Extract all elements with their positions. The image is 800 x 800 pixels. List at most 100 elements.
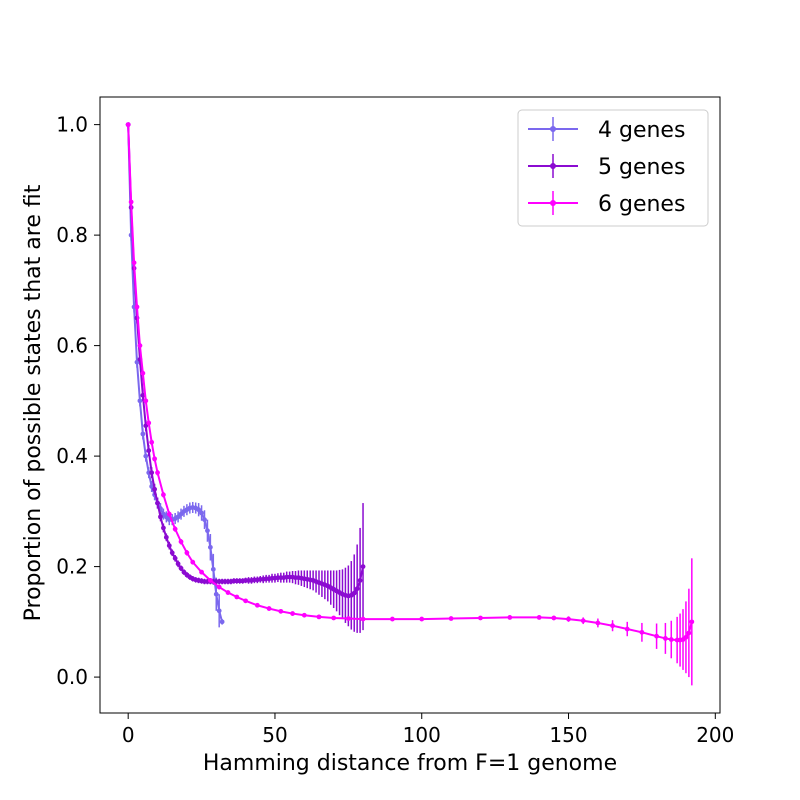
plot-area: [99, 96, 721, 714]
data-point: [158, 514, 163, 520]
data-point: [190, 559, 196, 565]
y-tick-label: 0.8: [56, 223, 88, 247]
data-point: [448, 616, 454, 621]
data-point: [225, 590, 231, 595]
data-point: [163, 534, 169, 540]
data-point: [213, 591, 219, 597]
data-point: [137, 398, 143, 404]
y-axis-ticks: 0.0 0.2 0.4 0.6 0.8 1.0: [56, 113, 100, 689]
x-tick-label: 150: [549, 723, 587, 747]
data-point: [566, 616, 571, 622]
series-2: [125, 122, 366, 633]
x-tick-label: 50: [262, 723, 287, 747]
data-point: [686, 630, 692, 636]
data-point: [316, 614, 322, 620]
legend-label: 6 genes: [598, 192, 685, 217]
data-point: [161, 492, 166, 498]
data-point: [155, 470, 160, 476]
data-point: [278, 608, 284, 614]
data-point: [140, 370, 146, 376]
data-point: [178, 539, 184, 545]
data-point: [216, 608, 222, 614]
data-point: [155, 500, 160, 506]
data-point: [199, 510, 204, 516]
data-point: [683, 634, 689, 640]
legend-marker: [550, 200, 556, 206]
data-point: [210, 566, 216, 572]
data-point: [354, 586, 360, 592]
data-point: [389, 616, 395, 622]
data-point: [351, 590, 357, 596]
data-point: [128, 199, 134, 205]
data-point: [175, 561, 181, 567]
legend-marker: [550, 126, 556, 132]
data-point: [610, 623, 615, 629]
data-point: [205, 528, 210, 534]
data-point: [172, 555, 178, 561]
legend-label: 5 genes: [598, 155, 685, 180]
data-point: [668, 637, 674, 642]
data-point: [137, 343, 143, 349]
data-point: [125, 122, 131, 128]
y-axis-label: Proportion of possible states that are f…: [21, 184, 46, 621]
data-point: [254, 602, 260, 608]
data-point: [624, 626, 630, 632]
y-tick-label: 1.0: [56, 113, 88, 137]
x-tick-label: 0: [122, 723, 135, 747]
data-point: [654, 633, 659, 639]
data-point: [166, 511, 172, 517]
data-point: [134, 304, 140, 310]
data-point: [166, 543, 172, 549]
data-point: [207, 578, 213, 583]
y-tick-label: 0.2: [56, 555, 88, 579]
legend-marker: [550, 163, 556, 169]
data-point: [689, 619, 695, 625]
legend-item: 6 genes: [528, 191, 685, 217]
legend-box: [517, 109, 709, 227]
data-point: [595, 620, 601, 626]
data-point: [478, 615, 483, 621]
data-point: [507, 615, 513, 620]
data-point: [140, 392, 146, 398]
x-axis-ticks: 0 50 100 150 200: [122, 713, 734, 747]
data-point: [662, 636, 668, 641]
data-point: [551, 615, 557, 621]
series-3: [125, 122, 695, 686]
data-point: [360, 564, 366, 569]
data-point: [152, 456, 158, 462]
data-point: [207, 544, 213, 550]
data-point: [536, 615, 542, 620]
y-tick-label: 0.6: [56, 334, 88, 358]
data-point: [234, 594, 240, 600]
data-point: [360, 616, 366, 622]
data-point: [143, 453, 149, 459]
data-point: [290, 611, 295, 616]
data-point: [149, 439, 155, 445]
data-point: [178, 565, 184, 571]
data-point: [184, 550, 190, 556]
x-axis-label: Hamming distance from F=1 genome: [203, 751, 617, 776]
legend: 4 genes 5 genes 6 genes: [517, 109, 709, 227]
data-point: [243, 598, 249, 604]
data-point: [580, 618, 586, 624]
data-point: [143, 398, 149, 404]
data-point: [301, 612, 307, 618]
data-point: [169, 550, 175, 556]
data-point: [161, 525, 166, 531]
legend-label: 4 genes: [598, 118, 685, 143]
data-point: [345, 616, 351, 621]
data-point: [146, 420, 152, 426]
data-point: [639, 629, 645, 635]
data-point: [152, 486, 158, 492]
y-tick-label: 0.0: [56, 665, 88, 689]
plot-frame: [99, 96, 721, 714]
data-point: [202, 517, 207, 523]
legend-item: 4 genes: [528, 117, 685, 143]
series-line: [127, 124, 365, 597]
data-point: [266, 606, 272, 611]
data-point: [146, 448, 152, 453]
data-point: [131, 260, 137, 266]
data-point: [219, 619, 225, 625]
series-line: [127, 124, 693, 642]
